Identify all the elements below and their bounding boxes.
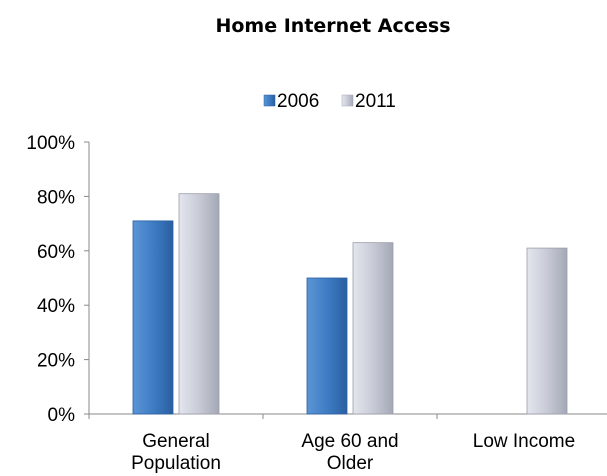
legend-label-2006: 2006 <box>277 91 319 112</box>
y-tick-label: 0% <box>48 405 76 426</box>
bar-2011-2 <box>526 247 568 415</box>
y-tick-label: 40% <box>37 296 75 317</box>
x-category-label: Age 60 and Older <box>301 431 398 474</box>
x-axis <box>88 413 607 419</box>
bar-2006-0 <box>132 220 174 415</box>
legend-swatch-2006 <box>263 94 276 107</box>
bar-2006-1 <box>306 277 348 415</box>
bar-2011-0 <box>178 193 220 415</box>
legend-swatch-2011 <box>341 94 354 107</box>
bars <box>132 193 568 415</box>
legend-label-2011: 2011 <box>355 91 396 112</box>
category-labels: General Population Age 60 and Older Low Inco… <box>131 431 575 474</box>
legend: 2006 2011 <box>263 91 396 112</box>
chart-title: Home Internet Access <box>215 15 450 37</box>
bar-2011-1 <box>352 242 394 415</box>
x-category-label: General Population <box>131 431 221 474</box>
y-axis: 0% 20% 40% 60% 80% 100% <box>26 133 90 426</box>
y-tick-label: 80% <box>37 187 75 208</box>
y-tick-label: 100% <box>26 133 75 154</box>
y-tick-label: 20% <box>37 351 75 372</box>
y-tick-label: 60% <box>37 242 75 263</box>
x-category-label: Low Income <box>473 431 575 452</box>
